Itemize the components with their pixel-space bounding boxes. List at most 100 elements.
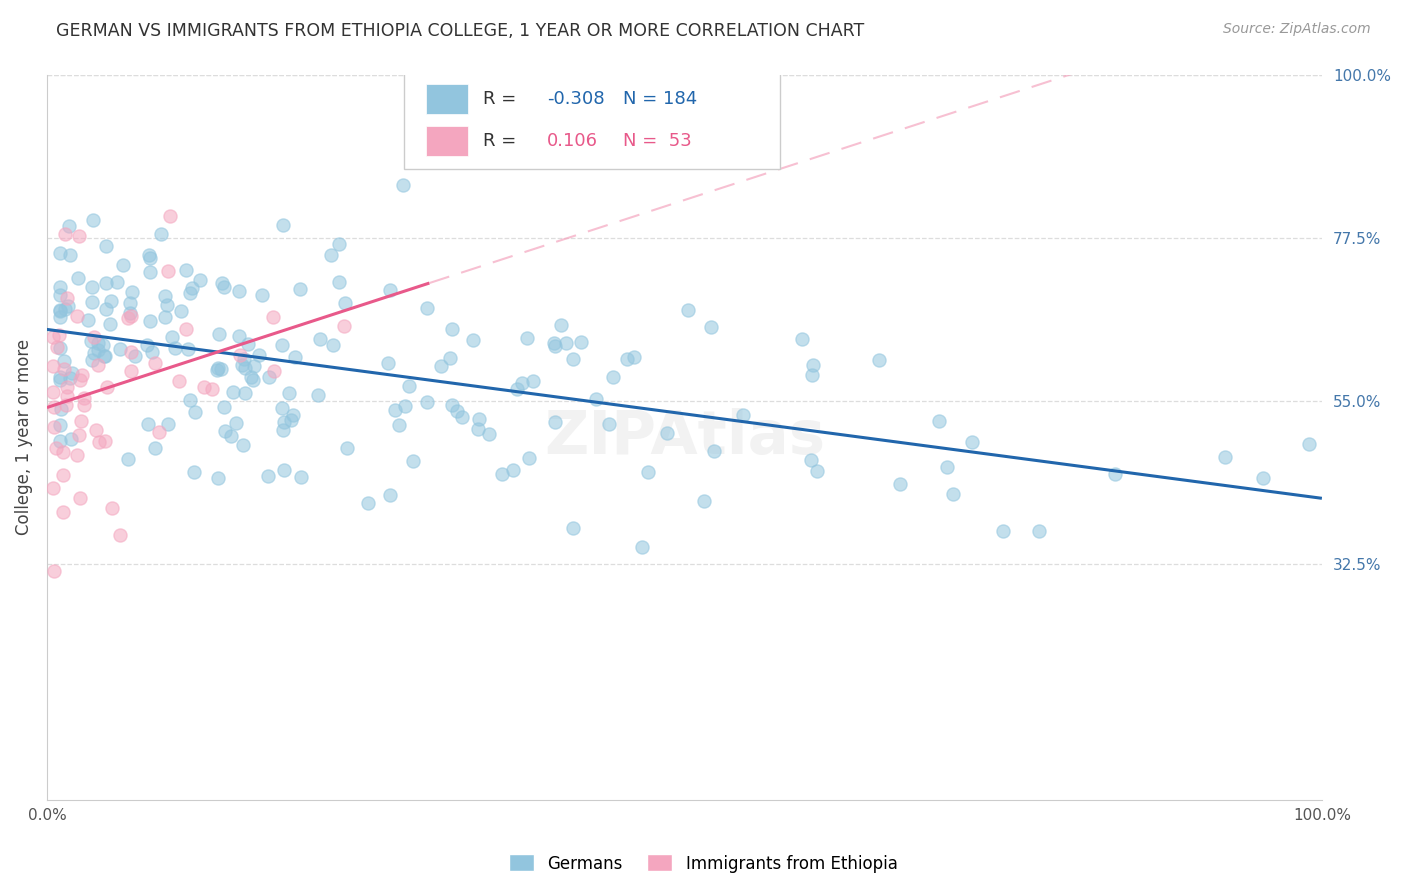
Point [44,419,66,434]
Point [336,441,359,455]
Legend: Germans, Immigrants from Ethiopia: Germans, Immigrants from Ethiopia [502,847,904,880]
Point [209,361,232,376]
Point [143,356,166,370]
Point [700,320,723,334]
Point [42,401,65,415]
Point [461,334,484,348]
Point [112,258,135,272]
Point [80,352,103,367]
Point [391,178,413,193]
Point [108,528,131,542]
Point [53,354,76,368]
Text: -0.308: -0.308 [547,90,605,108]
Point [623,350,645,364]
Point [960,434,983,449]
Point [550,318,572,332]
Point [1253,471,1275,485]
Point [67,229,90,244]
Point [637,465,659,479]
Point [247,348,270,362]
Point [228,348,250,362]
Point [139,314,162,328]
Point [214,280,236,294]
Point [263,364,285,378]
Point [201,382,224,396]
Point [257,369,280,384]
Point [153,289,176,303]
Text: 0.106: 0.106 [547,132,598,150]
Point [141,345,163,359]
Point [174,322,197,336]
Point [94,434,117,448]
Point [51,402,73,417]
Point [56,380,79,394]
Point [42,481,65,495]
Point [169,374,191,388]
Point [52,468,75,483]
Point [616,351,638,366]
Point [149,227,172,241]
Point [262,310,284,324]
Point [278,386,301,401]
Point [585,392,607,406]
Point [307,388,329,402]
Point [378,283,401,297]
Point [440,398,463,412]
Point [208,326,231,341]
Point [440,322,463,336]
Point [83,329,105,343]
Y-axis label: College, 1 year or more: College, 1 year or more [15,339,32,535]
Point [48,417,70,432]
Point [139,252,162,266]
Point [394,400,416,414]
Point [510,376,533,390]
Point [233,361,256,376]
Point [800,368,823,382]
Point [219,429,242,443]
Point [602,370,624,384]
Point [89,435,111,450]
Point [58,219,80,233]
Point [93,349,115,363]
Point [170,303,193,318]
Point [1104,467,1126,482]
Point [333,318,356,333]
Point [105,275,128,289]
Point [120,306,142,320]
Point [377,356,399,370]
Point [242,359,264,373]
Point [45,442,67,456]
Point [91,338,114,352]
Point [544,339,567,353]
Point [801,358,824,372]
Point [69,491,91,505]
Point [415,301,437,316]
Point [211,276,233,290]
Point [42,384,65,399]
Point [283,408,305,422]
Point [242,372,264,386]
Point [165,342,187,356]
Point [321,248,343,262]
Point [544,415,567,429]
Point [451,409,474,424]
Point [273,463,295,477]
Point [66,270,89,285]
Point [94,276,117,290]
Point [889,476,911,491]
Point [936,460,959,475]
Point [181,281,204,295]
Point [328,275,350,289]
Point [221,384,243,399]
Point [991,524,1014,539]
Point [70,414,93,428]
Text: ZIPAtlas: ZIPAtlas [544,408,825,467]
Point [491,467,513,481]
Point [56,291,79,305]
Point [79,334,101,349]
Point [467,411,489,425]
Point [271,218,294,232]
Point [56,389,79,403]
Point [516,331,538,345]
Point [554,336,576,351]
